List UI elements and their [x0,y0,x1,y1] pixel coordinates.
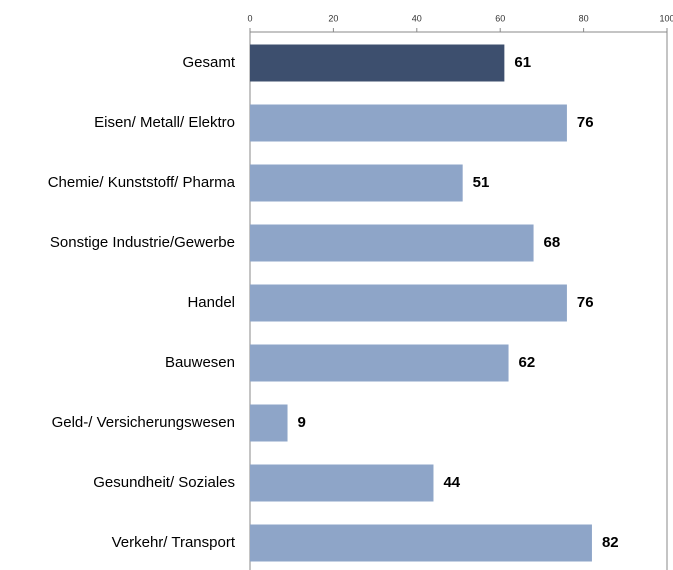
category-label: Verkehr/ Transport [112,534,236,551]
bar [250,224,534,262]
category-label: Gesundheit/ Soziales [93,474,235,491]
category-label: Geld-/ Versicherungswesen [52,414,235,431]
value-label: 61 [514,54,531,71]
bar [250,44,505,82]
value-label: 68 [544,234,561,251]
category-label: Gesamt [182,54,235,71]
value-label: 51 [473,174,490,191]
x-tick-label: 100 [659,13,673,23]
x-tick-label: 60 [495,13,505,23]
bar [250,464,434,502]
value-label: 76 [577,294,594,311]
x-tick-label: 80 [579,13,589,23]
bar [250,404,288,442]
value-label: 9 [298,414,306,431]
category-label: Bauwesen [165,354,235,371]
category-label: Eisen/ Metall/ Elektro [94,114,235,131]
bar [250,344,509,382]
x-tick-label: 0 [247,13,252,23]
category-label: Handel [187,294,235,311]
category-label: Sonstige Industrie/Gewerbe [50,234,235,251]
value-label: 82 [602,534,619,551]
x-tick-label: 20 [328,13,338,23]
bar [250,104,567,142]
bar [250,524,592,562]
bar [250,164,463,202]
category-label: Chemie/ Kunststoff/ Pharma [48,174,236,191]
value-label: 44 [443,474,460,491]
x-tick-label: 40 [412,13,422,23]
value-label: 62 [519,354,536,371]
value-label: 76 [577,114,594,131]
bar [250,284,567,322]
